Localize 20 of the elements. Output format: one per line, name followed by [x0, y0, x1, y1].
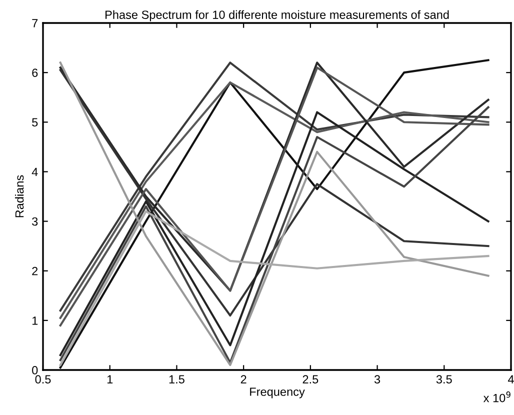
y-tick-label: 3 — [32, 217, 38, 226]
y-tick-label: 7 — [32, 19, 38, 28]
x-axis-title: Frequency — [250, 388, 305, 398]
y-tick-label: 4 — [32, 168, 38, 176]
chart-title: Phase Spectrum for 10 differente moisture measurements of sand — [106, 10, 449, 22]
y-axis-title: Radians — [15, 175, 24, 218]
x-tick-label: 2 — [240, 375, 246, 384]
y-tick-label: 2 — [32, 266, 38, 276]
y-tick-label: 5 — [32, 118, 38, 127]
x-tick-label: 4 — [508, 375, 514, 384]
x-tick-label: 0.5 — [35, 375, 51, 384]
x-tick-label: 3.5 — [436, 375, 452, 384]
text: x 10$^{9}$ — [483, 391, 510, 402]
x-tick-label: 1 — [107, 375, 113, 384]
y-tick-label: 6 — [32, 68, 38, 77]
y-tick-label: 0 — [32, 366, 38, 374]
y-tick-label: 1 — [32, 316, 38, 325]
x-tick-label: 2.5 — [302, 375, 318, 384]
x-tick-label: 3 — [374, 375, 380, 384]
x-tick-label: 1.5 — [169, 375, 184, 384]
